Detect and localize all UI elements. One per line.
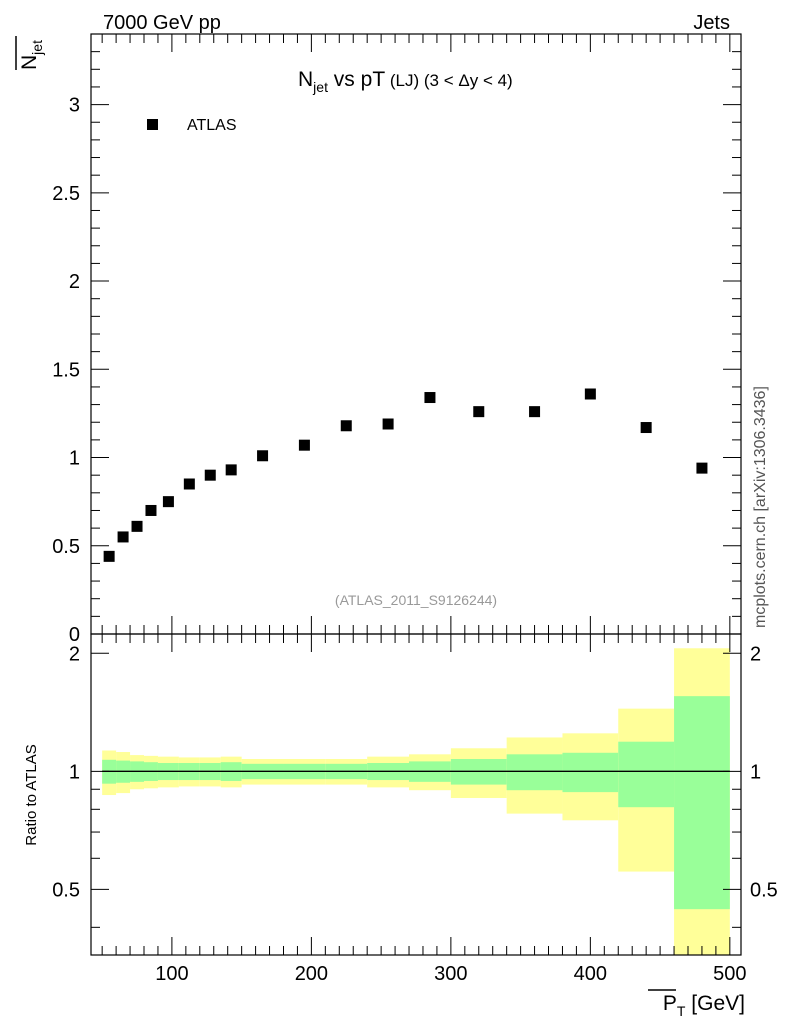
x-tick-label-2: 300 <box>434 963 467 985</box>
legend-label-atlas: ATLAS <box>187 117 237 134</box>
ratio-bands <box>102 648 730 955</box>
ratio-ylabel: Ratio to ATLAS <box>23 744 40 845</box>
data-point-14 <box>529 406 541 418</box>
ratio-ytick-label-left-2: 2 <box>69 643 80 665</box>
energy-label: 7000 GeV pp <box>103 12 221 34</box>
data-point-3 <box>145 504 157 516</box>
x-tick-label-1: 200 <box>295 963 328 985</box>
main-ylabel: Njet <box>15 36 45 70</box>
x-axis-label: PT [GeV] <box>648 989 745 1019</box>
main-data-points <box>103 388 708 562</box>
inner-band-14 <box>506 754 563 791</box>
xlabel-unit: [GeV] <box>685 992 745 1015</box>
ratio-ytick-label-right-2: 2 <box>750 643 761 665</box>
source-label: mcplots.cern.ch [arXiv:1306.3436] <box>752 386 769 628</box>
main-ytick-label-5: 2.5 <box>52 183 80 205</box>
main-ytick-label-3: 1.5 <box>52 359 80 381</box>
legend-marker <box>147 119 158 130</box>
title-range: (3 < Δy < 4) <box>419 71 513 90</box>
ratio-ytick-label-left-0: 0.5 <box>52 879 80 901</box>
chart-title: Njet vs pT (LJ) (3 < Δy < 4) <box>298 68 513 95</box>
title-n-sub: jet <box>312 79 328 95</box>
data-point-6 <box>204 469 216 481</box>
main-ytick-label-6: 3 <box>69 95 80 117</box>
title-n: N <box>298 68 313 91</box>
main-ytick-label-2: 1 <box>69 448 80 470</box>
svg-text:PT [GeV]: PT [GeV] <box>663 992 745 1019</box>
svg-text:Njet: Njet <box>18 40 45 70</box>
xlabel-p: P <box>663 992 677 1015</box>
inner-band-15 <box>562 752 619 793</box>
ratio-frame <box>90 633 742 956</box>
ratio-ytick-label-right-1: 1 <box>750 761 761 783</box>
xlabel-p-sub: T <box>677 1003 686 1019</box>
data-point-12 <box>424 392 436 404</box>
ylabel-n-sub: jet <box>29 40 45 56</box>
x-tick-label-3: 400 <box>574 963 607 985</box>
data-point-11 <box>382 418 394 430</box>
data-point-10 <box>340 420 352 432</box>
axes <box>90 33 742 956</box>
data-point-4 <box>162 496 174 508</box>
x-tick-label-4: 500 <box>713 963 746 985</box>
main-ytick-label-0: 0 <box>69 624 80 646</box>
analysis-watermark: (ATLAS_2011_S9126244) <box>335 592 497 608</box>
data-point-17 <box>696 462 708 474</box>
data-point-16 <box>640 422 652 434</box>
process-label: Jets <box>693 12 730 34</box>
main-ytick-label-1: 0.5 <box>52 536 80 558</box>
inner-band-16 <box>618 741 675 808</box>
data-point-7 <box>225 464 237 476</box>
tick-labels: 0 0.5 1 1.5 2 2.5 3 0.5 0.5 1 1 2 2 100 200 300 400 500 <box>52 95 778 985</box>
data-point-13 <box>473 406 485 418</box>
data-point-15 <box>584 388 596 400</box>
data-point-9 <box>298 439 310 451</box>
x-tick-label-0: 100 <box>155 963 188 985</box>
data-point-0 <box>103 550 115 562</box>
data-point-8 <box>257 450 269 462</box>
data-point-5 <box>183 478 195 490</box>
ratio-ytick-label-right-0: 0.5 <box>750 879 778 901</box>
title-rest: vs pT <box>328 68 385 91</box>
inner-band-17 <box>674 696 730 910</box>
data-point-2 <box>131 520 143 532</box>
ratio-ytick-label-left-1: 1 <box>69 761 80 783</box>
title-tag: (LJ) <box>385 71 419 90</box>
data-point-1 <box>117 531 129 543</box>
main-ytick-label-4: 2 <box>69 271 80 293</box>
ylabel-n: N <box>18 55 41 70</box>
